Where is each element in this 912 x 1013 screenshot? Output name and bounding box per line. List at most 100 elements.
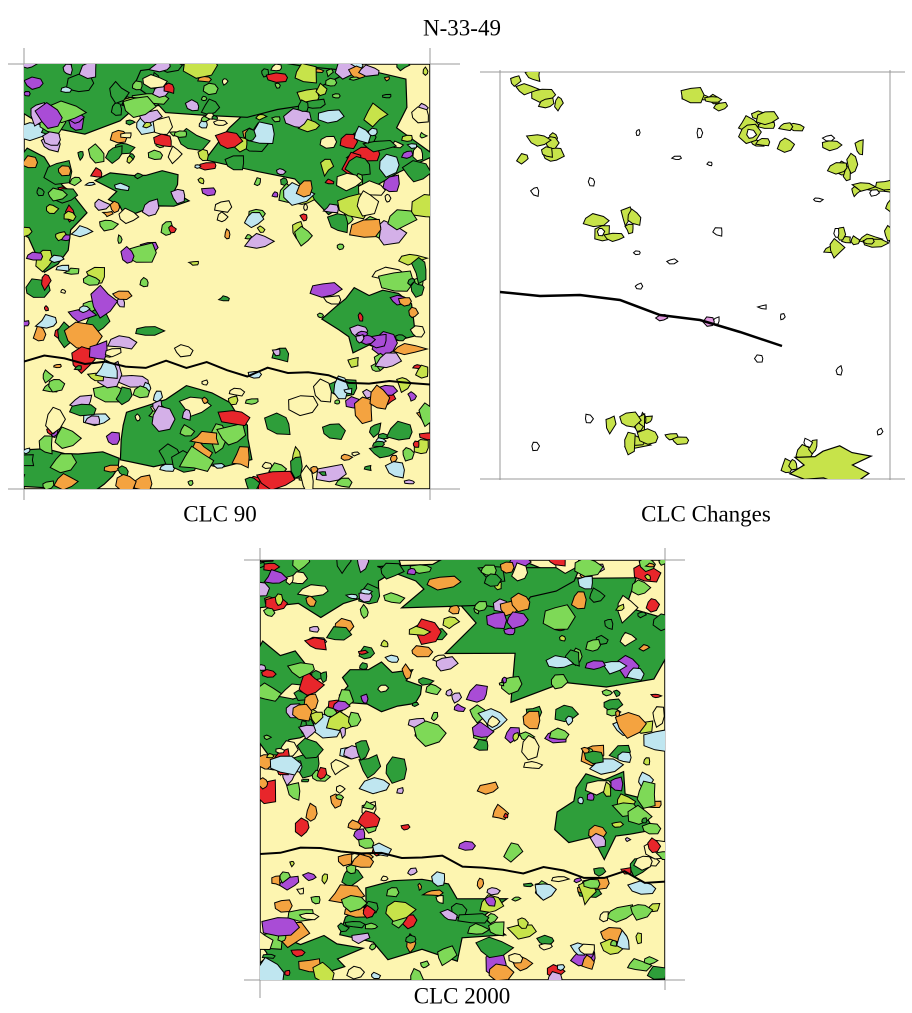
land-patch (163, 82, 175, 94)
land-patch (261, 461, 273, 470)
land-patch (589, 587, 606, 603)
land-patch (217, 295, 230, 302)
land-patch (34, 101, 63, 129)
land-patch (34, 313, 58, 329)
land-patch (357, 311, 364, 322)
land-patch (377, 684, 390, 693)
land-patch (107, 335, 138, 350)
land-patch (202, 82, 219, 96)
land-patch (658, 560, 665, 566)
land-patch (212, 119, 229, 126)
change-patch (670, 155, 683, 161)
change-patch (712, 227, 723, 237)
change-patch (540, 146, 553, 158)
land-patch (211, 114, 219, 120)
land-patch (316, 766, 328, 780)
land-patch (652, 613, 665, 632)
land-patch (631, 579, 652, 596)
land-patch (324, 178, 335, 185)
change-patch (634, 282, 644, 290)
land-patch (62, 267, 80, 275)
land-patch (577, 575, 593, 590)
land-patch (545, 655, 575, 669)
land-patch (244, 398, 259, 405)
land-patch (583, 750, 604, 765)
land-patch (325, 68, 334, 78)
land-patch (310, 465, 319, 475)
land-patch (418, 402, 430, 428)
land-patch (400, 823, 411, 831)
land-patch (506, 924, 537, 940)
land-patch (380, 562, 405, 580)
change-patch (746, 128, 758, 139)
land-patch (113, 182, 130, 192)
land-patch (201, 379, 209, 386)
land-patch (506, 611, 529, 630)
land-patch (214, 131, 244, 150)
change-patch (883, 224, 890, 242)
land-patch (335, 784, 346, 794)
land-patch (263, 734, 273, 741)
land-patch (550, 876, 571, 883)
change-patch (680, 86, 705, 104)
land-patch (363, 464, 372, 472)
land-patch (24, 155, 39, 169)
land-patch (244, 127, 257, 142)
land-patch (368, 943, 377, 951)
land-patch (355, 333, 365, 344)
land-patch (420, 889, 444, 897)
land-patch (610, 776, 624, 792)
land-patch (48, 378, 66, 393)
land-patch (261, 953, 276, 959)
land-patch (624, 837, 632, 843)
land-patch (522, 710, 541, 730)
land-patch (322, 203, 339, 214)
land-patch (45, 406, 66, 435)
land-patch (426, 575, 462, 591)
river (260, 846, 665, 884)
land-patch (601, 689, 614, 697)
change-patch (826, 162, 848, 175)
land-patch (360, 693, 369, 704)
land-patch (264, 412, 291, 436)
land-patch (68, 176, 82, 187)
land-patch (104, 347, 122, 358)
change-patch (869, 189, 881, 197)
land-patch (626, 958, 653, 972)
land-patch (99, 219, 120, 232)
land-patch (411, 701, 420, 708)
land-patch (641, 817, 648, 824)
map-caption: CLC 90 (183, 501, 256, 526)
land-patch (425, 683, 442, 696)
land-patch (260, 956, 285, 980)
land-patch (168, 224, 177, 234)
land-patch (188, 430, 220, 445)
land-patch (358, 837, 375, 849)
land-patch (451, 692, 463, 704)
land-patch (325, 77, 338, 87)
land-patch (42, 369, 54, 384)
land-patch (397, 297, 412, 307)
land-patch (224, 228, 231, 240)
land-patch (405, 934, 417, 944)
land-patch (437, 945, 458, 967)
map-caption: CLC Changes (641, 501, 771, 526)
land-patch (419, 960, 430, 969)
land-patch (298, 912, 320, 921)
change-patch (635, 128, 641, 137)
land-patch (499, 561, 515, 574)
land-patch (379, 153, 400, 178)
land-patch (253, 177, 262, 187)
land-patch (356, 560, 370, 574)
land-patch (94, 198, 112, 211)
land-patch (501, 676, 508, 684)
land-patch (508, 952, 524, 964)
land-patch (362, 904, 376, 919)
land-patch (353, 828, 366, 841)
land-patch (348, 218, 382, 238)
change-patch (846, 152, 859, 175)
land-patch (339, 133, 359, 150)
land-patch (419, 131, 429, 139)
land-patch (305, 802, 318, 822)
land-patch (336, 243, 345, 251)
